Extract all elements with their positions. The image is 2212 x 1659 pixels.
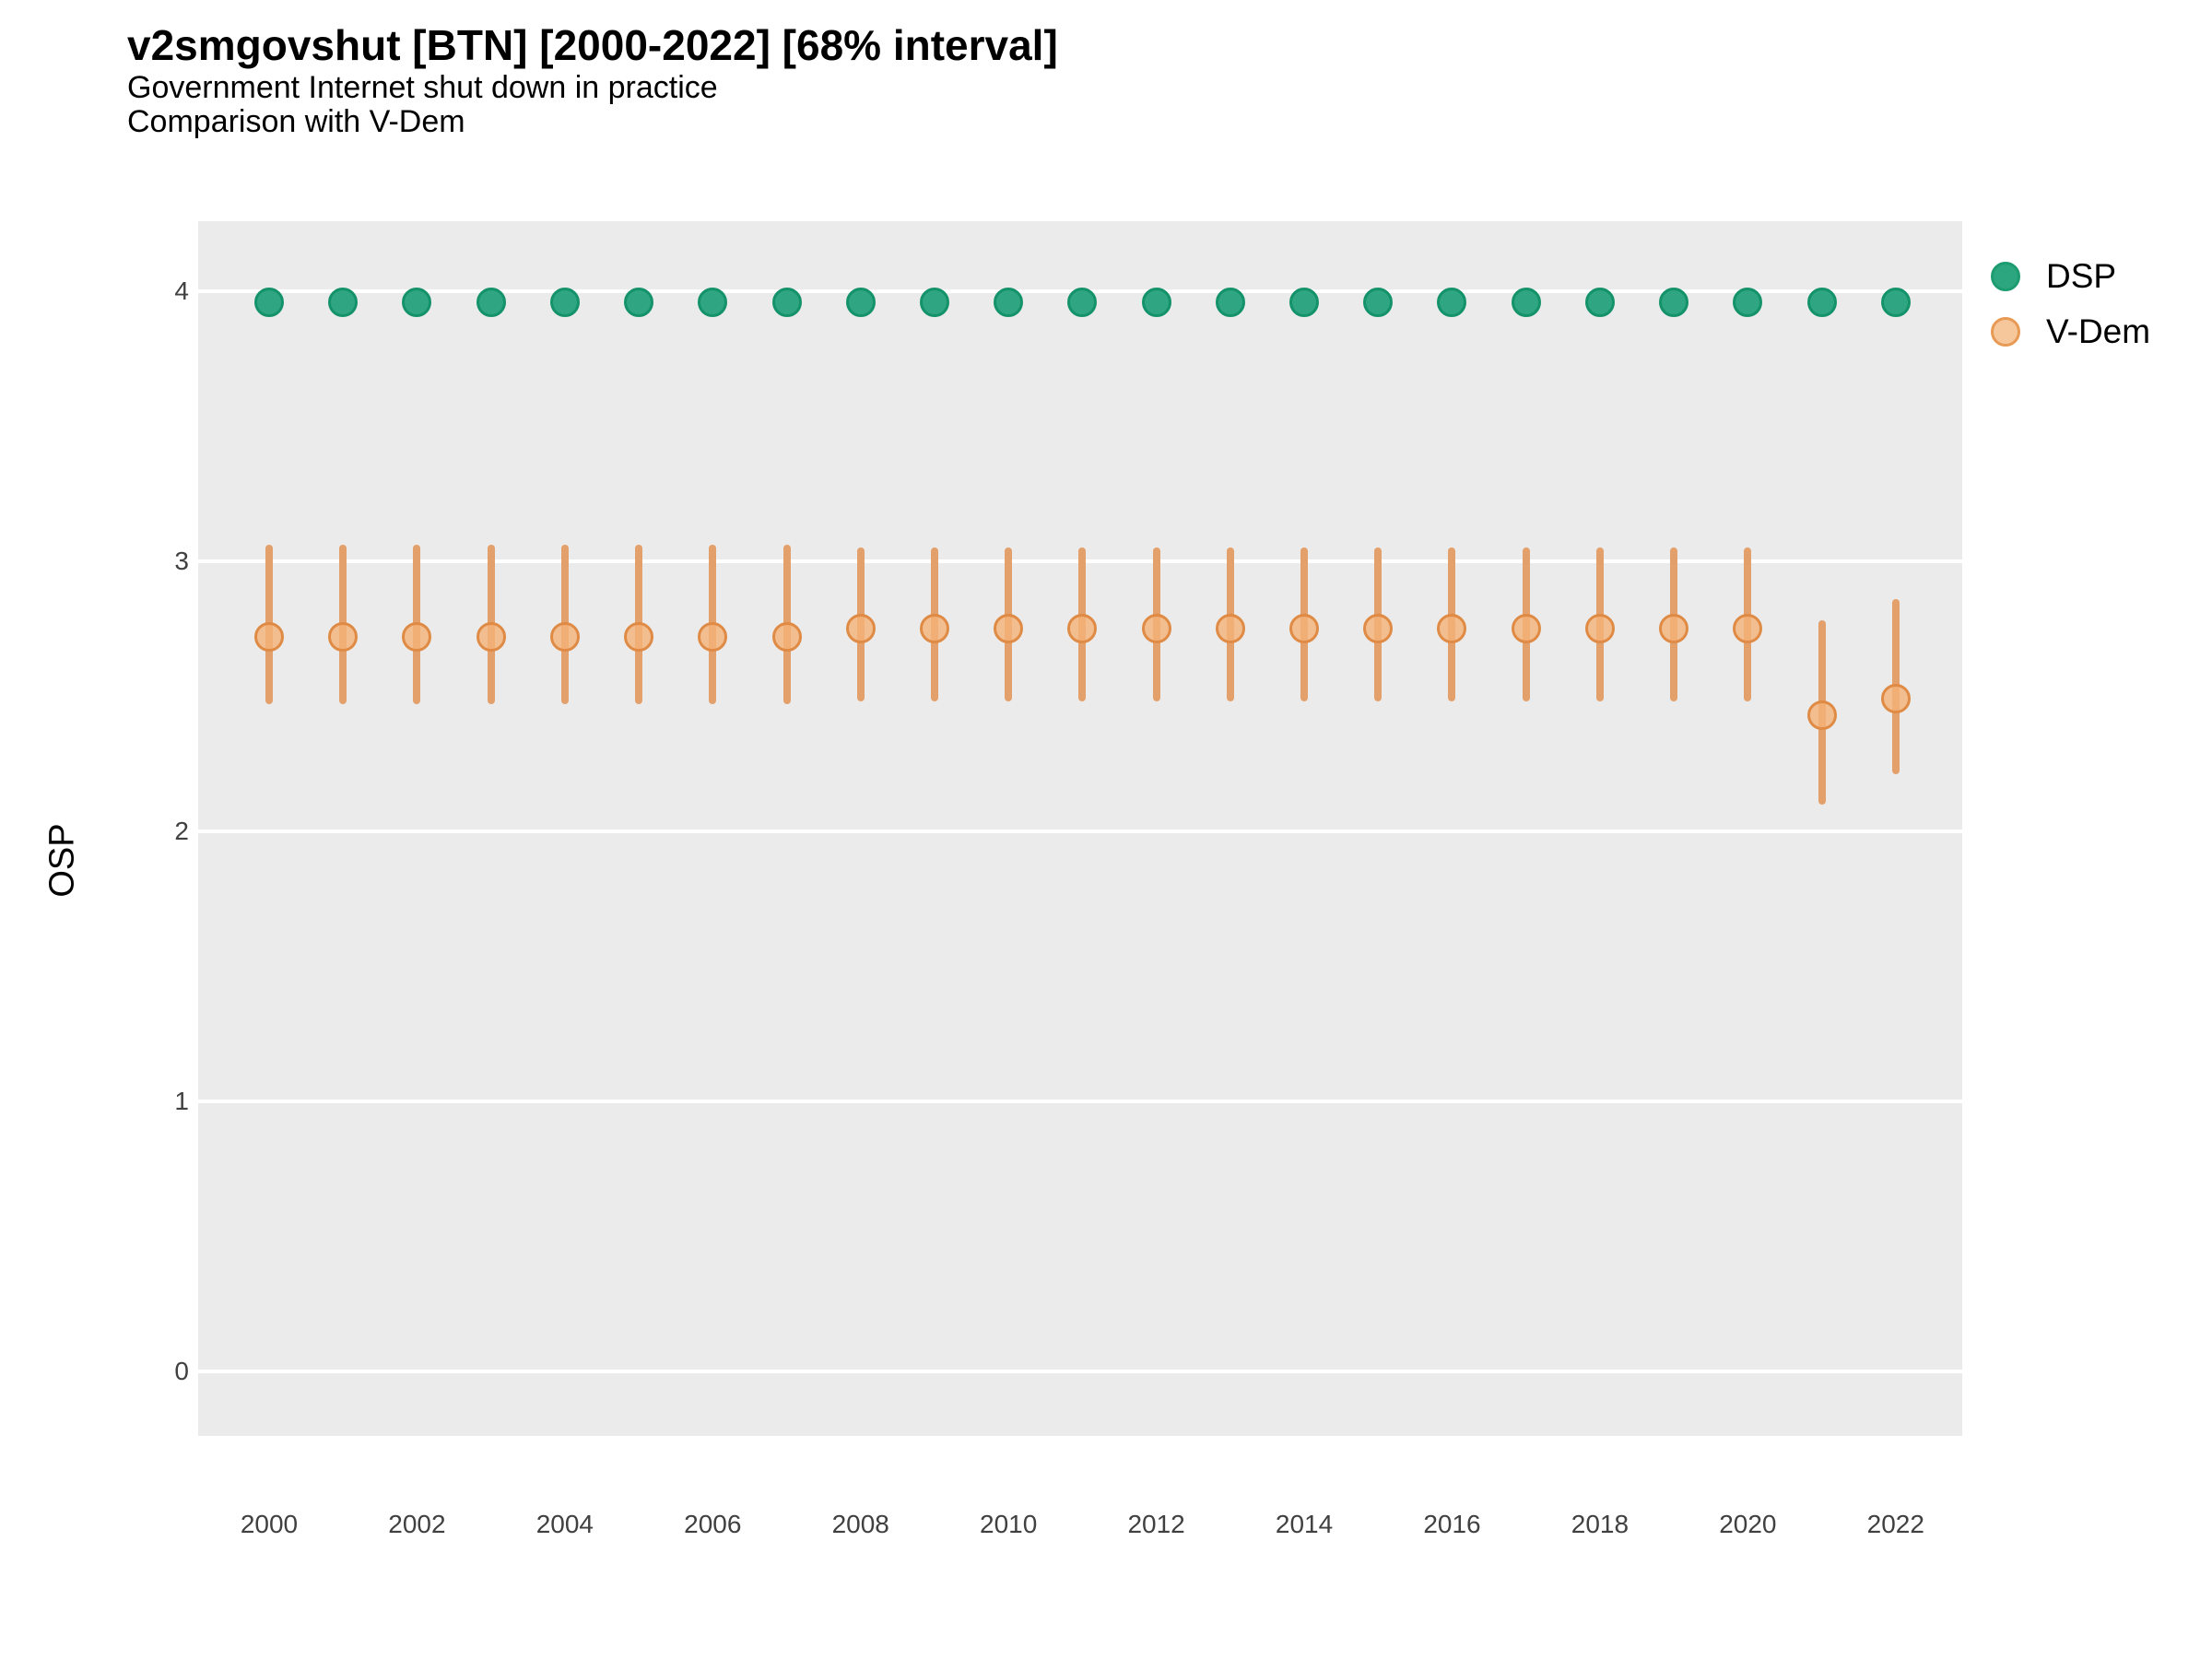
dsp-point — [1141, 287, 1171, 317]
dsp-point — [1363, 287, 1394, 317]
v-dem-point — [1584, 614, 1615, 644]
v-dem-point — [1067, 614, 1098, 644]
x-tick-label-2002: 2002 — [388, 1510, 446, 1538]
dsp-point — [994, 287, 1024, 317]
x-tick-label-2022: 2022 — [1866, 1510, 1924, 1538]
x-tick-label-2018: 2018 — [1571, 1510, 1630, 1538]
dsp-point — [624, 287, 654, 317]
legend-label-vdem: V-Dem — [2046, 312, 2151, 350]
plot-panel — [198, 221, 1962, 1436]
v-dem-point — [1659, 614, 1689, 644]
v-dem-point — [994, 614, 1024, 644]
y-tick-label-2: 2 — [174, 816, 189, 845]
dsp-point — [1437, 287, 1467, 317]
v-dem-point — [1215, 614, 1245, 644]
x-tick-label-2010: 2010 — [980, 1510, 1038, 1538]
x-tick-label-2020: 2020 — [1719, 1510, 1777, 1538]
x-tick-label-2000: 2000 — [240, 1510, 299, 1538]
v-dem-point — [1733, 614, 1763, 644]
v-dem-point — [698, 622, 728, 653]
dsp-point — [1659, 287, 1689, 317]
v-dem-point — [845, 614, 876, 644]
gridline-y-2 — [198, 829, 1962, 833]
v-dem-point — [771, 622, 802, 653]
v-dem-point — [1880, 684, 1911, 714]
y-tick-label-1: 1 — [174, 1086, 189, 1115]
dsp-point — [1215, 287, 1245, 317]
dsp-point — [402, 287, 432, 317]
legend-item-dsp: DSP — [1991, 256, 2150, 297]
dsp-point — [1584, 287, 1615, 317]
x-tick-label-2014: 2014 — [1275, 1510, 1334, 1538]
v-dem-point — [476, 622, 506, 653]
dsp-point — [254, 287, 284, 317]
v-dem-point — [1289, 614, 1320, 644]
dsp-point — [1067, 287, 1098, 317]
v-dem-point — [1363, 614, 1394, 644]
dsp-point — [328, 287, 359, 317]
x-tick-label-2008: 2008 — [831, 1510, 889, 1538]
v-dem-point — [1806, 700, 1837, 730]
dsp-point — [698, 287, 728, 317]
y-tick-label-0: 0 — [174, 1356, 189, 1385]
y-tick-label-4: 4 — [174, 276, 189, 306]
dsp-point — [549, 287, 580, 317]
x-tick-label-2016: 2016 — [1423, 1510, 1481, 1538]
dsp-point — [771, 287, 802, 317]
v-dem-point — [1437, 614, 1467, 644]
v-dem-point — [919, 614, 949, 644]
dsp-swatch-icon — [1991, 262, 2020, 291]
legend: DSP V-Dem — [1991, 256, 2150, 367]
x-tick-label-2006: 2006 — [684, 1510, 742, 1538]
x-tick-label-2004: 2004 — [535, 1510, 594, 1538]
chart-subtitle-line1: Government Internet shut down in practic… — [127, 70, 718, 105]
legend-item-vdem: V-Dem — [1991, 312, 2150, 352]
v-dem-point — [254, 622, 284, 653]
v-dem-point — [549, 622, 580, 653]
v-dem-point — [624, 622, 654, 653]
v-dem-point — [402, 622, 432, 653]
vdem-swatch-icon — [1991, 317, 2020, 347]
dsp-point — [1511, 287, 1541, 317]
legend-label-dsp: DSP — [2046, 257, 2117, 295]
v-dem-point — [328, 622, 359, 653]
dsp-point — [1733, 287, 1763, 317]
y-tick-label-3: 3 — [174, 547, 189, 576]
dsp-point — [845, 287, 876, 317]
v-dem-point — [1511, 614, 1541, 644]
chart-subtitle-line2: Comparison with V-Dem — [127, 104, 465, 139]
v-dem-point — [1141, 614, 1171, 644]
dsp-point — [1880, 287, 1911, 317]
gridline-y-0 — [198, 1369, 1962, 1373]
dsp-point — [1289, 287, 1320, 317]
gridline-y-1 — [198, 1099, 1962, 1103]
y-axis-title: OSP — [42, 823, 82, 898]
dsp-point — [476, 287, 506, 317]
x-tick-label-2012: 2012 — [1127, 1510, 1185, 1538]
dsp-point — [919, 287, 949, 317]
chart-title: v2smgovshut [BTN] [2000-2022] [68% inter… — [127, 21, 1058, 69]
dsp-point — [1806, 287, 1837, 317]
